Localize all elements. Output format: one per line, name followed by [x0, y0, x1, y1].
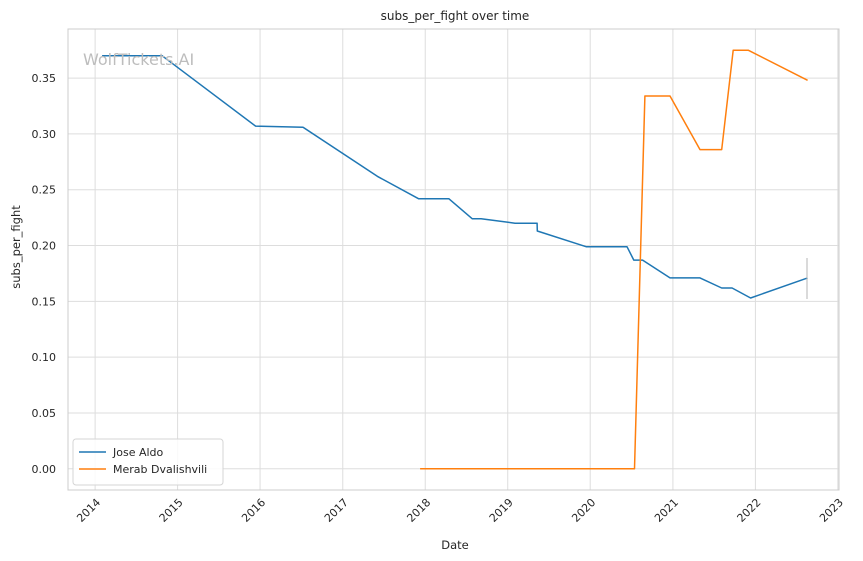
x-tick-label: 2014	[74, 496, 103, 525]
grid	[68, 29, 839, 490]
y-axis-title: subs_per_fight	[9, 205, 23, 289]
x-axis-title: Date	[441, 538, 469, 552]
chart-title: subs_per_fight over time	[381, 9, 530, 23]
legend-label-jose-aldo: Jose Aldo	[112, 446, 164, 459]
y-tick-label: 0.00	[32, 463, 57, 476]
x-tick-label: 2017	[322, 496, 351, 525]
series-line-merab-dvalishvili	[420, 49, 808, 470]
x-tick-label: 2018	[404, 496, 433, 525]
legend: Jose Aldo Merab Dvalishvili	[72, 438, 224, 486]
x-tick-labels: 2014 2015 2016 2017 2018 2019 2020 2021 2022 2023	[74, 496, 846, 525]
y-tick-label: 0.25	[32, 184, 57, 197]
x-tick-label: 2019	[487, 496, 516, 525]
x-tick-label: 2022	[735, 496, 764, 525]
legend-box	[72, 438, 224, 486]
x-tick-label: 2016	[239, 496, 268, 525]
plot-area	[67, 28, 840, 491]
y-tick-label: 0.10	[32, 351, 57, 364]
y-tick-label: 0.05	[32, 407, 57, 420]
legend-label-merab-dvalishvili: Merab Dvalishvili	[113, 463, 207, 476]
series-line-jose-aldo	[102, 55, 808, 299]
x-tick-label: 2015	[157, 496, 186, 525]
x-tick-label: 2021	[652, 496, 681, 525]
y-tick-label: 0.30	[32, 128, 57, 141]
series-lines	[102, 49, 808, 470]
y-tick-label: 0.15	[32, 295, 57, 308]
y-tick-label: 0.20	[32, 240, 57, 253]
watermark: WolfTickets.AI	[83, 50, 194, 69]
x-tick-label: 2020	[569, 496, 598, 525]
y-tick-labels: 0.00 0.05 0.10 0.15 0.20 0.25 0.30 0.35	[32, 72, 57, 476]
y-tick-label: 0.35	[32, 72, 57, 85]
x-tick-label: 2023	[817, 496, 846, 525]
